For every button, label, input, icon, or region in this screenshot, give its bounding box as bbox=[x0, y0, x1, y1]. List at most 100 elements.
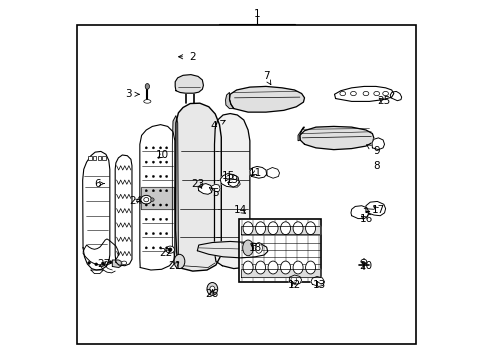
Ellipse shape bbox=[152, 233, 154, 235]
Text: 9: 9 bbox=[366, 145, 379, 157]
Ellipse shape bbox=[255, 222, 265, 235]
Polygon shape bbox=[229, 86, 304, 112]
Ellipse shape bbox=[168, 248, 172, 251]
Text: 4: 4 bbox=[210, 120, 224, 131]
Ellipse shape bbox=[143, 100, 151, 103]
Polygon shape bbox=[389, 91, 401, 101]
Text: 26: 26 bbox=[205, 289, 219, 299]
Text: 13: 13 bbox=[312, 280, 325, 291]
Text: 22: 22 bbox=[159, 248, 172, 258]
Ellipse shape bbox=[141, 195, 151, 204]
Polygon shape bbox=[140, 125, 175, 270]
Text: 1: 1 bbox=[253, 9, 260, 19]
Text: 10: 10 bbox=[156, 150, 168, 160]
Polygon shape bbox=[298, 127, 304, 141]
Ellipse shape bbox=[165, 233, 167, 235]
Bar bbox=[239, 219, 321, 282]
Ellipse shape bbox=[255, 261, 265, 274]
Polygon shape bbox=[198, 184, 212, 194]
Ellipse shape bbox=[165, 246, 174, 253]
Ellipse shape bbox=[165, 218, 167, 220]
Ellipse shape bbox=[145, 84, 149, 89]
Ellipse shape bbox=[280, 222, 290, 235]
Polygon shape bbox=[175, 103, 221, 271]
Ellipse shape bbox=[159, 247, 162, 249]
Polygon shape bbox=[228, 179, 240, 187]
Ellipse shape bbox=[255, 243, 262, 253]
Polygon shape bbox=[82, 152, 110, 270]
Polygon shape bbox=[334, 86, 393, 102]
Ellipse shape bbox=[159, 218, 162, 220]
Text: 20: 20 bbox=[359, 261, 372, 271]
Ellipse shape bbox=[243, 222, 253, 235]
Ellipse shape bbox=[152, 218, 154, 220]
Ellipse shape bbox=[145, 147, 147, 149]
Ellipse shape bbox=[145, 175, 147, 177]
Text: 8: 8 bbox=[373, 161, 379, 171]
Text: 16: 16 bbox=[359, 214, 372, 224]
Ellipse shape bbox=[159, 147, 162, 149]
Ellipse shape bbox=[165, 147, 167, 149]
Ellipse shape bbox=[165, 247, 167, 249]
Polygon shape bbox=[288, 275, 301, 284]
Text: 25: 25 bbox=[376, 96, 389, 107]
Ellipse shape bbox=[292, 222, 303, 235]
Ellipse shape bbox=[159, 233, 162, 235]
Polygon shape bbox=[299, 126, 373, 150]
Bar bbox=[102, 156, 105, 160]
Text: 23: 23 bbox=[191, 179, 204, 189]
Ellipse shape bbox=[145, 204, 147, 206]
Polygon shape bbox=[266, 167, 279, 178]
Ellipse shape bbox=[152, 247, 154, 249]
Text: 3: 3 bbox=[125, 89, 139, 99]
Polygon shape bbox=[241, 226, 319, 234]
Text: 7: 7 bbox=[262, 71, 270, 85]
Ellipse shape bbox=[152, 175, 154, 177]
Text: 11: 11 bbox=[248, 168, 261, 178]
Polygon shape bbox=[115, 155, 132, 266]
Ellipse shape bbox=[145, 218, 147, 220]
Text: 5: 5 bbox=[209, 188, 219, 198]
Ellipse shape bbox=[152, 204, 154, 206]
Ellipse shape bbox=[305, 222, 315, 235]
Text: 27: 27 bbox=[97, 259, 110, 269]
Polygon shape bbox=[371, 138, 384, 150]
Ellipse shape bbox=[145, 247, 147, 249]
Polygon shape bbox=[220, 174, 239, 187]
Ellipse shape bbox=[360, 259, 366, 264]
Ellipse shape bbox=[150, 198, 154, 202]
Ellipse shape bbox=[152, 161, 154, 163]
Polygon shape bbox=[172, 116, 178, 262]
Text: 21: 21 bbox=[168, 261, 181, 271]
Ellipse shape bbox=[159, 161, 162, 163]
Ellipse shape bbox=[242, 240, 253, 256]
Ellipse shape bbox=[87, 261, 90, 264]
Polygon shape bbox=[225, 93, 233, 109]
Text: 2: 2 bbox=[178, 52, 196, 62]
Polygon shape bbox=[241, 269, 319, 277]
Ellipse shape bbox=[152, 190, 154, 192]
Bar bbox=[77, 24, 415, 344]
Polygon shape bbox=[249, 166, 266, 178]
Bar bbox=[93, 156, 96, 160]
Polygon shape bbox=[141, 187, 174, 208]
Ellipse shape bbox=[305, 261, 315, 274]
Text: 24: 24 bbox=[129, 197, 142, 206]
Text: 18: 18 bbox=[248, 243, 261, 253]
Polygon shape bbox=[214, 113, 249, 269]
Ellipse shape bbox=[267, 261, 278, 274]
Text: 12: 12 bbox=[287, 280, 301, 291]
Ellipse shape bbox=[165, 161, 167, 163]
Ellipse shape bbox=[143, 198, 148, 202]
Ellipse shape bbox=[165, 204, 167, 206]
Ellipse shape bbox=[292, 261, 303, 274]
Ellipse shape bbox=[145, 161, 147, 163]
Ellipse shape bbox=[159, 190, 162, 192]
Polygon shape bbox=[365, 202, 385, 216]
Text: 19: 19 bbox=[225, 175, 238, 185]
Ellipse shape bbox=[145, 233, 147, 235]
Polygon shape bbox=[211, 184, 220, 192]
Ellipse shape bbox=[165, 175, 167, 177]
Ellipse shape bbox=[159, 175, 162, 177]
Polygon shape bbox=[310, 276, 324, 287]
